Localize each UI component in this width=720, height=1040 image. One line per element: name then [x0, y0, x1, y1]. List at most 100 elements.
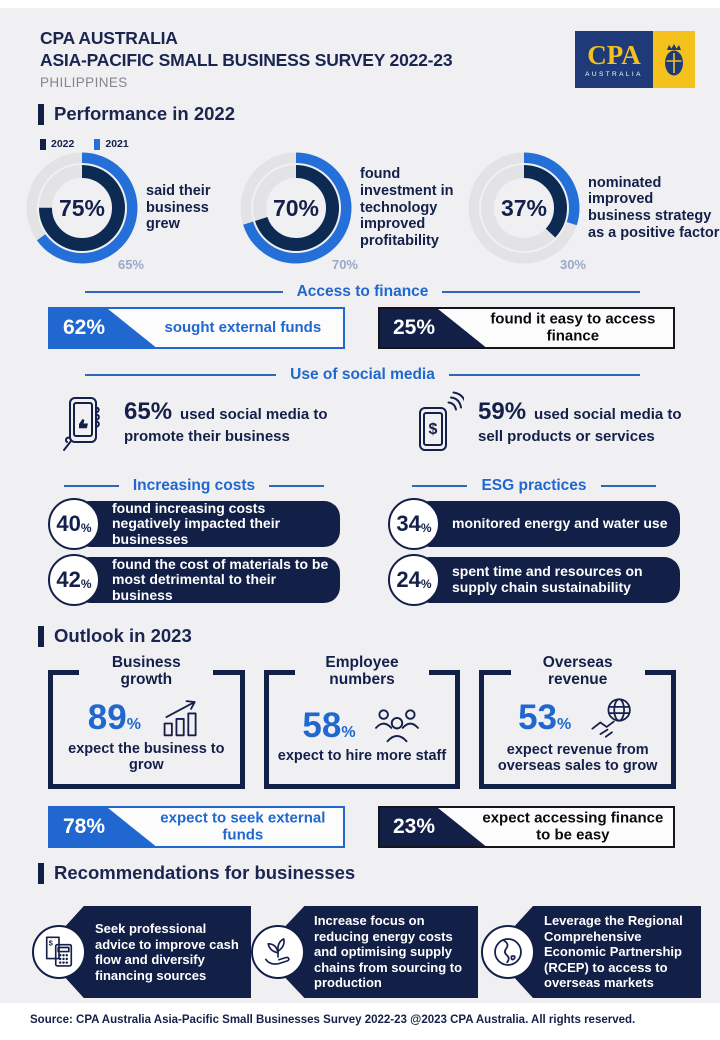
logo-australia-text: AUSTRALIA [585, 70, 643, 78]
outlook-box-frame: 53% expect revenue from overseas sales t… [479, 670, 677, 789]
outlook-value-number: 58 [302, 706, 342, 746]
outlook-box-row: 89% expect the business to grow Business… [48, 654, 677, 789]
banner-value: 23% [393, 815, 436, 838]
section-performance-title: Performance in 2022 [54, 103, 235, 124]
social-item-sell: $ 59% used social media to sell products … [410, 390, 690, 454]
section-bar [38, 103, 44, 125]
donut-chart-technology: 70% 70% [238, 150, 358, 272]
banner-value: 78% [63, 815, 106, 838]
recommendation-card-finance: $ Seek professional advice to improve ca… [32, 906, 251, 998]
pill-value: 42 [56, 567, 81, 592]
divider-line [63, 485, 119, 487]
header: CPA AUSTRALIA ASIA-PACIFIC SMALL BUSINES… [40, 28, 453, 90]
outlook-value-number: 89 [87, 698, 127, 738]
banner-text: sought external funds [164, 318, 322, 336]
donut-group-business-grew: 75% 65% said their business grew [24, 150, 236, 272]
social-text: 59% used social media to sell products or… [478, 397, 690, 447]
donut-group-technology: 70% 70% found investment in technology i… [238, 150, 464, 272]
outlook-box-title: Business growth [48, 654, 245, 689]
divider-line [442, 291, 640, 293]
banner-text: expect accessing finance to be easy [482, 809, 664, 843]
donut-value-2021: 30% [559, 257, 586, 272]
globe-handshake-icon [591, 698, 632, 738]
outlook-value-row: 53% [518, 696, 637, 740]
section-bar [38, 625, 44, 647]
section-performance: Performance in 2022 [38, 103, 235, 125]
legend-swatch-2022 [40, 138, 46, 150]
people-icon [374, 709, 419, 743]
pill-value-badge: 24% [388, 554, 440, 606]
card-text: Seek professional advice to improve cash… [95, 920, 239, 983]
calculator-invoice-icon: $ [45, 936, 73, 967]
stat-pill-supply-chain: 24% spent time and resources on supply c… [388, 554, 680, 606]
donut-value-2022: 70% [272, 194, 320, 221]
social-value: 59% [478, 398, 527, 425]
social-value: 65% [124, 398, 173, 425]
donut-value-2021: 70% [331, 257, 358, 272]
banner-text: found it easy to access finance [490, 310, 656, 344]
donut-caption: said their business grew [146, 182, 211, 233]
divider-social-media: Use of social media [85, 366, 641, 384]
banner-text: expect to seek external funds [160, 809, 326, 843]
outlook-value-unit: % [341, 724, 356, 742]
divider-line [85, 291, 283, 293]
outlook-banner-row: 78% expect to seek external funds 23% ex… [48, 806, 675, 848]
logo-gold-panel [653, 31, 695, 88]
recommendation-card-rcep: Leverage the Regional Comprehensive Econ… [481, 906, 701, 998]
pill-unit: % [420, 576, 432, 591]
pill-text: monitored energy and water use [414, 501, 680, 547]
outlook-box-title: Overseas revenue [479, 654, 676, 689]
pill-value-badge: 34% [388, 498, 440, 550]
card-text: Increase focus on reducing energy costs … [314, 913, 463, 991]
outlook-caption: expect to hire more staff [277, 748, 447, 765]
bar-chart-growth-icon [163, 700, 197, 737]
outlook-value-number: 53 [518, 698, 558, 738]
donut-value-2022: 37% [500, 194, 548, 221]
banner-expect-easy-finance: 23% expect accessing finance to be easy [378, 806, 675, 848]
dollar-glyph: $ [49, 938, 53, 947]
phone-thumbs-up-icon [63, 397, 100, 451]
legend: 2022 2021 [40, 138, 129, 150]
pill-unit: % [420, 520, 432, 535]
divider-line [448, 374, 641, 376]
section-recommendations: Recommendations for businesses [38, 862, 355, 884]
outlook-caption: expect the business to grow [68, 741, 225, 773]
outlook-value-row: 58% [302, 706, 421, 746]
pill-row-1: 40% found increasing costs negatively im… [48, 498, 680, 550]
pill-value: 24 [396, 567, 421, 592]
donut-value-2022: 75% [58, 194, 106, 221]
pill-value: 34 [396, 511, 421, 536]
outlook-value: 89% [88, 698, 141, 738]
outlook-value: 53% [518, 698, 571, 738]
banner-value: 62% [63, 316, 106, 339]
donut-row: 75% 65% said their business grew 70% 70%… [24, 150, 720, 272]
donut-chart-strategy: 37% 30% [466, 150, 586, 272]
divider-access-to-finance: Access to finance [85, 283, 640, 301]
stat-pill-cost-of-materials: 42% found the cost of materials to be mo… [48, 554, 340, 606]
legend-label-2022: 2022 [51, 138, 75, 150]
pill-value: 40 [56, 511, 81, 536]
pill-value-badge: 42% [48, 554, 100, 606]
stat-pill-energy-water: 34% monitored energy and water use [388, 498, 680, 550]
donut-caption: found investment in technology improved … [360, 166, 454, 249]
card-icon-badge [251, 925, 305, 979]
section-outlook: Outlook in 2023 [38, 625, 192, 647]
access-to-finance-title: Access to finance [296, 283, 429, 300]
social-media-title: Use of social media [290, 366, 435, 383]
social-caption: used social media to promote their busin… [124, 406, 328, 445]
logo-cpa-text: CPA [587, 39, 641, 70]
footer: Source: CPA Australia Asia-Pacific Small… [0, 1003, 720, 1040]
donut-group-strategy: 37% 30% nominated improved business stra… [466, 150, 720, 272]
pill-text: spent time and resources on supply chain… [414, 557, 680, 603]
legend-item-2022: 2022 [40, 138, 74, 150]
donut-value-2021: 65% [117, 257, 144, 272]
pill-unit: % [80, 520, 92, 535]
banner-expect-external-funds: 78% expect to seek external funds [48, 806, 345, 848]
pill-value-badge: 40% [48, 498, 100, 550]
divider-line [85, 374, 277, 376]
divider-line [269, 485, 325, 487]
phone-dollar-icon: $ [419, 391, 464, 451]
banner-easy-access-finance: 25% found it easy to access finance [378, 307, 675, 349]
legend-label-2021: 2021 [105, 138, 129, 150]
